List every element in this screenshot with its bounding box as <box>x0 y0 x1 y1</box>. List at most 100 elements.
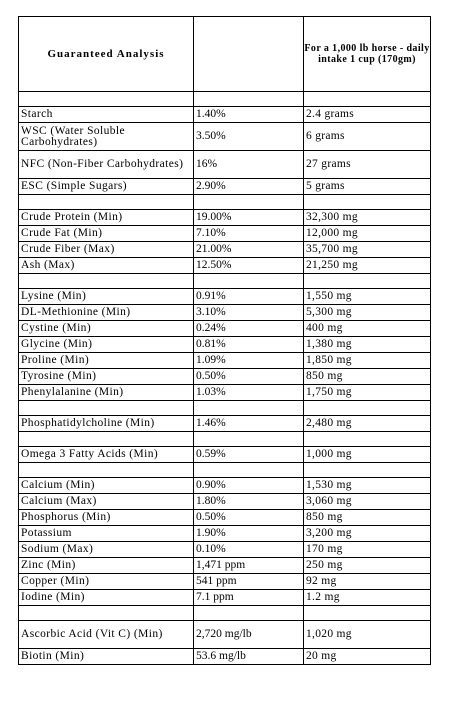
table-row: Sodium (Max) 0.10% 170 mg <box>18 541 431 558</box>
table-row: Ascorbic Acid (Vit C) (Min) 2,720 mg/lb 1,… <box>18 620 431 649</box>
daily-amount: 250 mg <box>303 557 431 574</box>
percent-value: 1.03% <box>193 384 304 401</box>
empty-cell <box>18 605 194 621</box>
nutrient-name: Phosphatidylcholine (Min) <box>18 415 194 432</box>
table-row: ESC (Simple Sugars) 2.90% 5 grams <box>18 178 431 195</box>
nutrient-name: Starch <box>18 106 194 123</box>
nutrient-name: Zinc (Min) <box>18 557 194 574</box>
empty-cell <box>18 400 194 416</box>
daily-amount: 850 mg <box>303 368 431 385</box>
nutrient-name: Sodium (Max) <box>18 541 194 558</box>
table-row: Tyrosine (Min) 0.50% 850 mg <box>18 368 431 385</box>
table-row: Zinc (Min) 1,471 ppm 250 mg <box>18 557 431 574</box>
percent-value: 0.91% <box>193 288 304 305</box>
table-row: Crude Protein (Min) 19.00% 32,300 mg <box>18 209 431 226</box>
nutrient-name: WSC (Water Soluble Carbohydrates) <box>18 122 194 151</box>
table-row: Potassium 1.90% 3,200 mg <box>18 525 431 542</box>
percent-value: 0.24% <box>193 320 304 337</box>
spacer-row <box>18 400 431 416</box>
nutrient-name: Phenylalanine (Min) <box>18 384 194 401</box>
nutrient-name: Calcium (Max) <box>18 493 194 510</box>
table-body: Guaranteed Analysis For a 1,000 lb horse… <box>18 16 431 665</box>
daily-amount: 1,380 mg <box>303 336 431 353</box>
percent-value: 1,471 ppm <box>193 557 304 574</box>
daily-amount: 1,550 mg <box>303 288 431 305</box>
percent-value: 21.00% <box>193 241 304 258</box>
daily-amount: 400 mg <box>303 320 431 337</box>
percent-value: 7.10% <box>193 225 304 242</box>
daily-amount: 850 mg <box>303 509 431 526</box>
nutrient-name: Omega 3 Fatty Acids (Min) <box>18 446 194 463</box>
spacer-row <box>18 273 431 289</box>
nutrient-name: Tyrosine (Min) <box>18 368 194 385</box>
daily-amount: 1,530 mg <box>303 477 431 494</box>
daily-amount: 3,200 mg <box>303 525 431 542</box>
nutrient-name: Ascorbic Acid (Vit C) (Min) <box>18 620 194 649</box>
empty-cell <box>18 273 194 289</box>
daily-amount: 1,000 mg <box>303 446 431 463</box>
guaranteed-analysis-table: Guaranteed Analysis For a 1,000 lb horse… <box>18 16 431 665</box>
percent-value: 3.10% <box>193 304 304 321</box>
percent-value: 2,720 mg/lb <box>193 620 304 649</box>
nutrient-name: Ash (Max) <box>18 257 194 274</box>
spacer-row <box>18 462 431 478</box>
table-row: Omega 3 Fatty Acids (Min) 0.59% 1,000 mg <box>18 446 431 463</box>
table-row: NFC (Non-Fiber Carbohydrates) 16% 27 grams <box>18 150 431 179</box>
percent-value: 0.10% <box>193 541 304 558</box>
nutrient-name: Phosphorus (Min) <box>18 509 194 526</box>
daily-amount: 5 grams <box>303 178 431 195</box>
percent-value: 3.50% <box>193 122 304 151</box>
percent-value: 7.1 ppm <box>193 589 304 606</box>
table-row: Calcium (Min) 0.90% 1,530 mg <box>18 477 431 494</box>
empty-cell <box>193 605 304 621</box>
percent-value: 0.59% <box>193 446 304 463</box>
table-row: Calcium (Max) 1.80% 3,060 mg <box>18 493 431 510</box>
nutrient-name: NFC (Non-Fiber Carbohydrates) <box>18 150 194 179</box>
percent-value: 16% <box>193 150 304 179</box>
empty-cell <box>303 605 431 621</box>
daily-amount: 27 grams <box>303 150 431 179</box>
empty-cell <box>303 431 431 447</box>
spacer-row <box>18 91 431 107</box>
table-row: Iodine (Min) 7.1 ppm 1.2 mg <box>18 589 431 606</box>
header-title: Guaranteed Analysis <box>18 16 194 92</box>
daily-amount: 1,850 mg <box>303 352 431 369</box>
table-row: Copper (Min) 541 ppm 92 mg <box>18 573 431 590</box>
daily-amount: 21,250 mg <box>303 257 431 274</box>
empty-cell <box>303 462 431 478</box>
table-row: Phosphatidylcholine (Min) 1.46% 2,480 mg <box>18 415 431 432</box>
empty-cell <box>193 273 304 289</box>
daily-amount: 2,480 mg <box>303 415 431 432</box>
empty-cell <box>193 91 304 107</box>
empty-cell <box>303 273 431 289</box>
nutrient-name: Potassium <box>18 525 194 542</box>
nutrient-name: Cystine (Min) <box>18 320 194 337</box>
nutrient-name: Calcium (Min) <box>18 477 194 494</box>
empty-cell <box>193 400 304 416</box>
empty-cell <box>303 194 431 210</box>
table-row: Crude Fiber (Max) 21.00% 35,700 mg <box>18 241 431 258</box>
table-row: Proline (Min) 1.09% 1,850 mg <box>18 352 431 369</box>
percent-value: 1.46% <box>193 415 304 432</box>
daily-amount: 92 mg <box>303 573 431 590</box>
header-daily-intake: For a 1,000 lb horse - daily intake 1 cu… <box>303 16 431 92</box>
daily-amount: 35,700 mg <box>303 241 431 258</box>
percent-value: 1.40% <box>193 106 304 123</box>
nutrient-name: ESC (Simple Sugars) <box>18 178 194 195</box>
empty-cell <box>193 431 304 447</box>
spacer-row <box>18 605 431 621</box>
daily-amount: 1,020 mg <box>303 620 431 649</box>
percent-value: 1.09% <box>193 352 304 369</box>
percent-value: 2.90% <box>193 178 304 195</box>
header-row: Guaranteed Analysis For a 1,000 lb horse… <box>18 16 431 92</box>
nutrient-name: Crude Fat (Min) <box>18 225 194 242</box>
table-row: Biotin (Min) 53.6 mg/lb 20 mg <box>18 648 431 665</box>
percent-value: 0.81% <box>193 336 304 353</box>
daily-amount: 170 mg <box>303 541 431 558</box>
table-row: DL-Methionine (Min) 3.10% 5,300 mg <box>18 304 431 321</box>
percent-value: 541 ppm <box>193 573 304 590</box>
nutrient-name: Proline (Min) <box>18 352 194 369</box>
daily-amount: 2.4 grams <box>303 106 431 123</box>
nutrient-name: Crude Fiber (Max) <box>18 241 194 258</box>
daily-amount: 5,300 mg <box>303 304 431 321</box>
